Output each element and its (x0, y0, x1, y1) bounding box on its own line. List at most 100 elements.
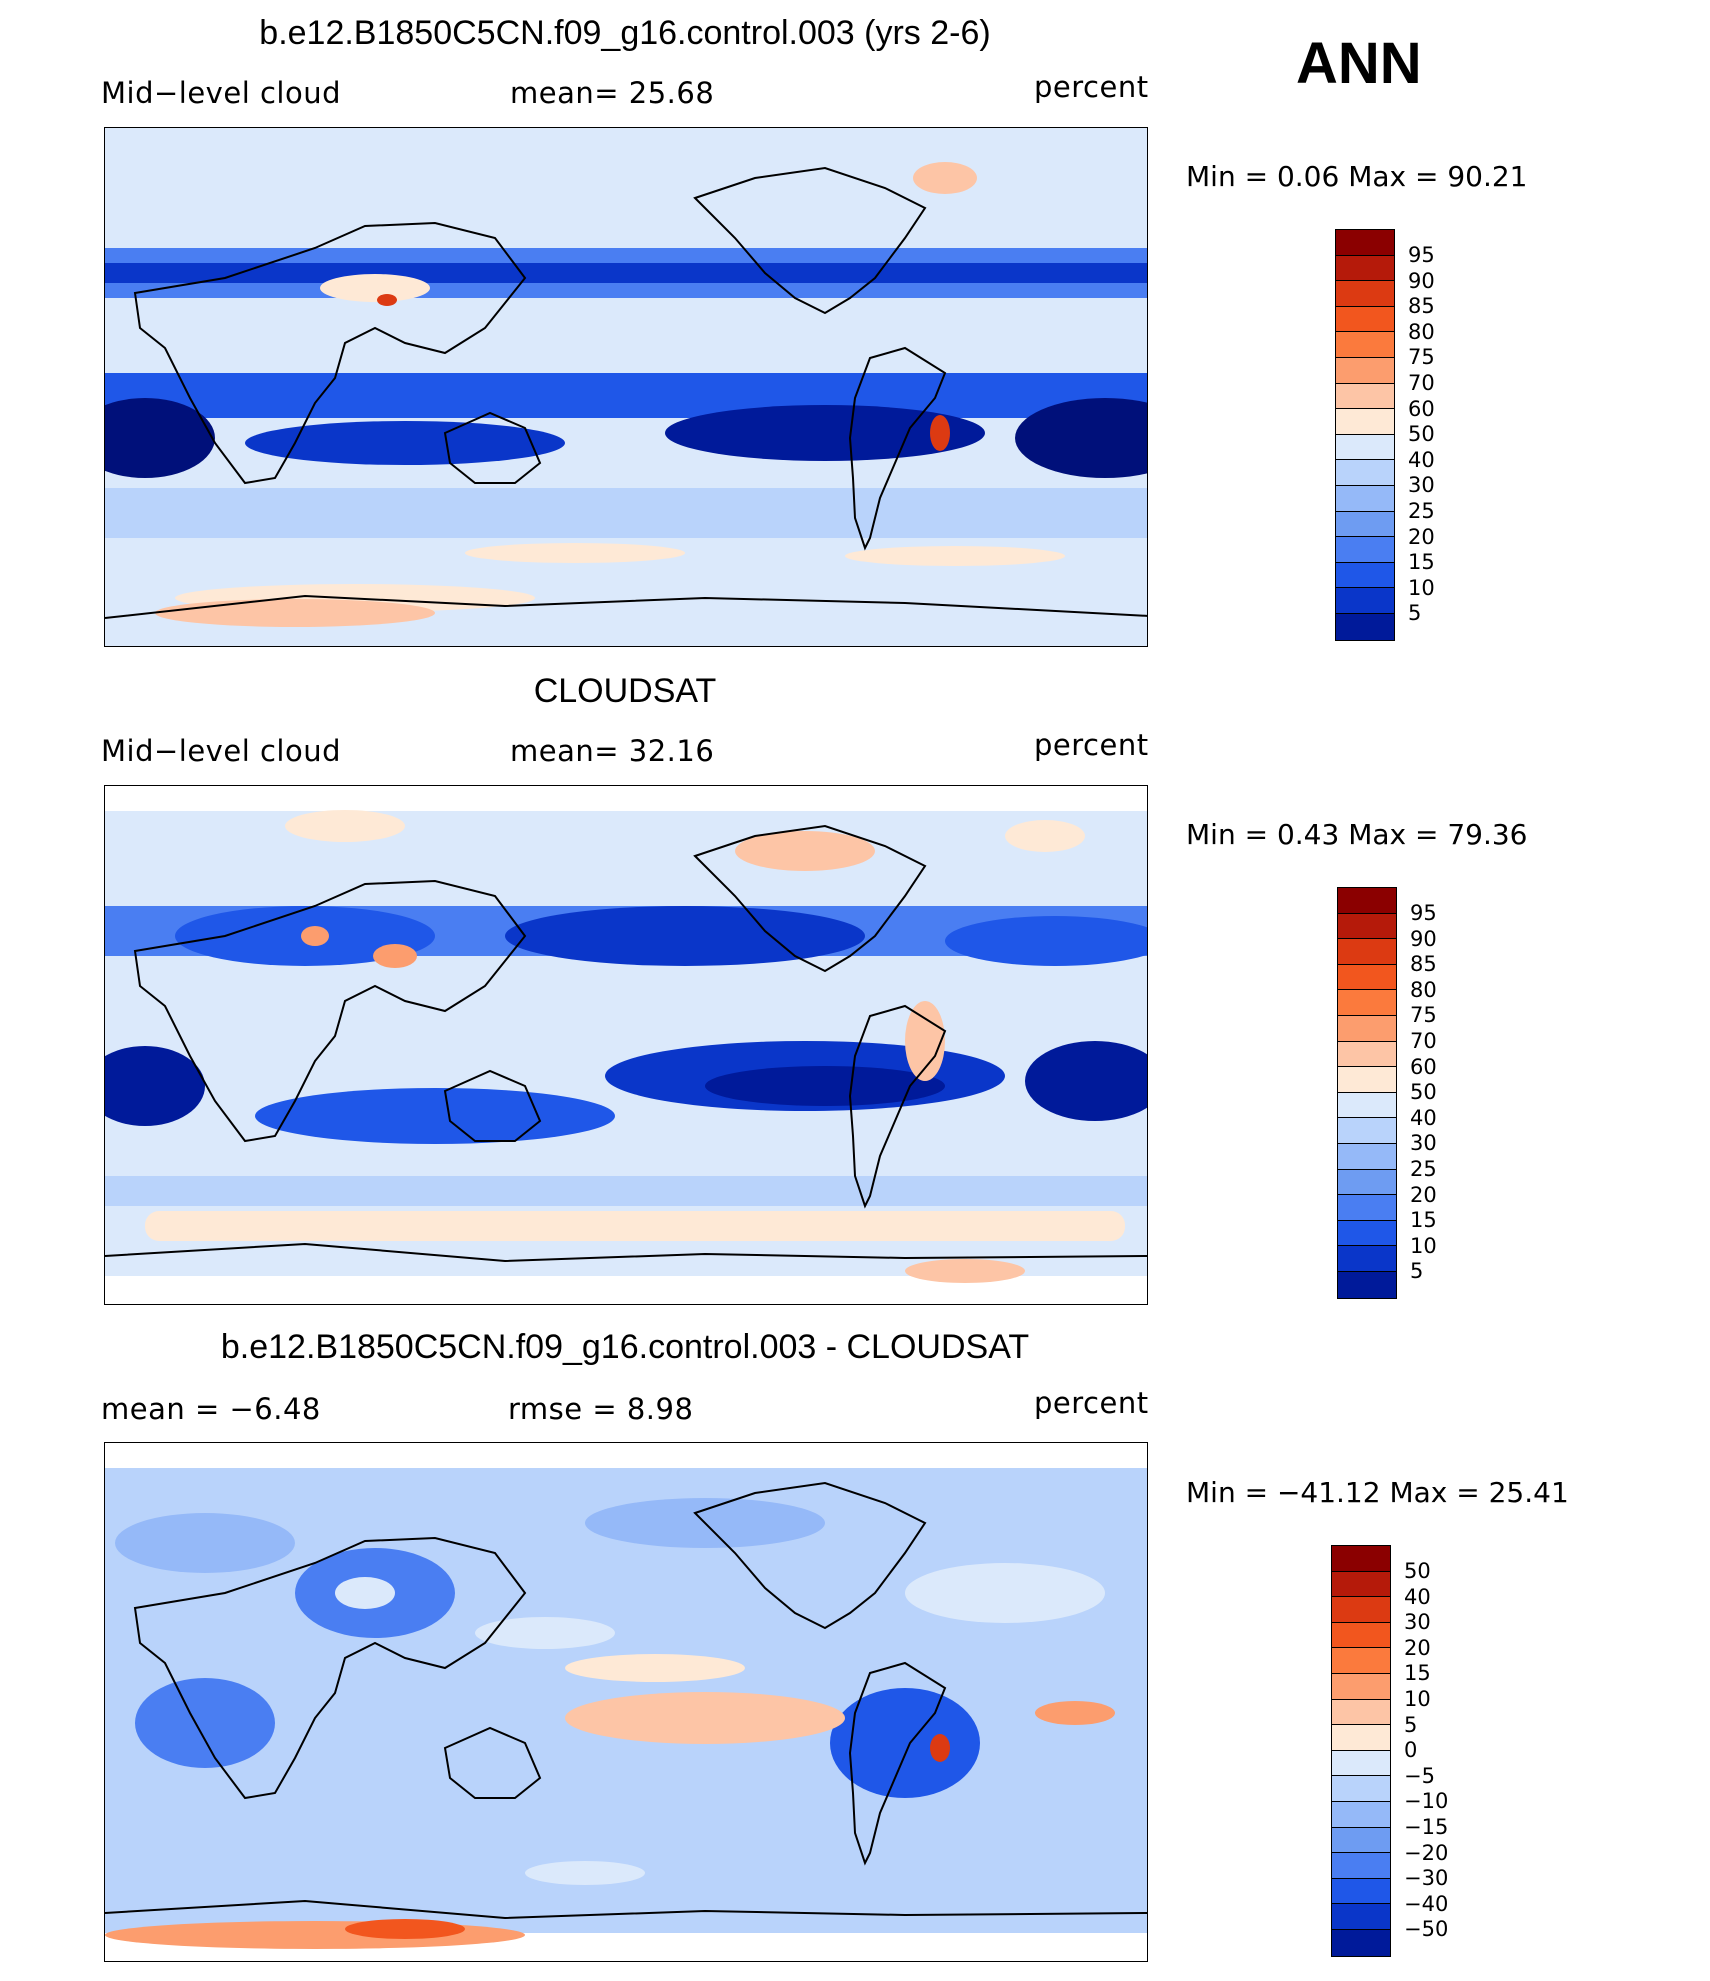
panel-3-colorbar-swatch (1332, 1597, 1390, 1623)
panel-2-colorbar-tick: 60 (1410, 1054, 1437, 1079)
panel-2-colorbar-swatch (1338, 1220, 1396, 1247)
panel-3-map (104, 1442, 1148, 1962)
panel-1-colorbar-swatch (1336, 434, 1394, 461)
panel-2-colorbar-swatch (1338, 990, 1396, 1016)
panel-1-colorbar-swatch (1336, 306, 1394, 333)
panel-3-colorbar-tick: 0 (1404, 1738, 1418, 1763)
panel-2-colorbar-swatch (1338, 1169, 1396, 1196)
panel-1-colorbar-tick: 10 (1408, 575, 1435, 600)
panel-2-minmax: Min = 0.43 Max = 79.36 (1186, 818, 1528, 851)
panel-3-colorbar-swatch (1332, 1904, 1390, 1930)
panel-1-colorbar-swatch (1336, 383, 1394, 410)
panel-2-colorbar-swatch (1338, 1271, 1396, 1298)
panel-2-colorbar-tick: 85 (1410, 952, 1437, 977)
panel-1-colorbar-swatch (1336, 230, 1394, 256)
panel-2-colorbar-tick: 75 (1410, 1003, 1437, 1028)
panel-2-colorbar-swatch (1338, 1195, 1396, 1221)
panel-2-title: CLOUDSAT (533, 672, 717, 710)
panel-1-colorbar-tick: 30 (1408, 473, 1435, 498)
panel-2-colorbar-tick: 5 (1410, 1259, 1424, 1284)
panel-1-colorbar-tick: 25 (1408, 499, 1435, 523)
panel-1-colorbar-tick: 85 (1408, 294, 1435, 319)
panel-3-colorbar-tick: −15 (1404, 1815, 1449, 1839)
panel-1-colorbar-tick: 60 (1408, 396, 1435, 421)
panel-3-colorbar-tick: −5 (1404, 1763, 1435, 1788)
panel-3-colorbar-swatch (1332, 1622, 1390, 1649)
panel-2-colorbar-tick: 30 (1410, 1131, 1437, 1156)
panel-3-title: b.e12.B1850C5CN.f09_g16.control.003 - CL… (220, 1328, 1030, 1366)
panel-1-minmax: Min = 0.06 Max = 90.21 (1186, 160, 1528, 193)
panel-2-mean-label: mean= 32.16 (510, 734, 715, 768)
panel-3-minmax: Min = −41.12 Max = 25.41 (1186, 1476, 1569, 1509)
panel-1-colorbar-swatch (1336, 281, 1394, 307)
panel-2-colorbar-tick: 25 (1410, 1157, 1437, 1181)
panel-2-colorbar-swatch (1338, 964, 1396, 991)
panel-1-colorbar-swatch (1336, 511, 1394, 538)
panel-2-colorbar-swatch (1338, 1092, 1396, 1119)
panel-2-colorbar-tick: 15 (1410, 1208, 1437, 1233)
panel-1-colorbar-tick: 40 (1408, 447, 1435, 472)
panel-3-rmse-label: rmse = 8.98 (508, 1392, 694, 1426)
panel-2-colorbar-swatch (1338, 939, 1396, 965)
season-label: ANN (1296, 31, 1422, 96)
panel-2-colorbar-tick: 70 (1410, 1029, 1437, 1053)
panel-1-colorbar-tick: 70 (1408, 371, 1435, 395)
panel-3-colorbar-tick: −40 (1404, 1891, 1449, 1916)
panel-3-colorbar-swatch (1332, 1929, 1390, 1956)
panel-3-colorbar-tick: 40 (1404, 1584, 1431, 1609)
panel-1-colorbar-swatch (1336, 409, 1394, 435)
panel-1-map (104, 127, 1148, 647)
panel-2-colorbar-tick: 40 (1410, 1105, 1437, 1130)
panel-3-colorbar-swatch (1332, 1699, 1390, 1726)
panel-3-colorbar-tick: −10 (1404, 1789, 1449, 1814)
panel-1-variable-label: Mid−level cloud (101, 76, 341, 110)
panel-1-colorbar-tick: 90 (1408, 268, 1435, 293)
panel-3-colorbar-swatch (1332, 1801, 1390, 1828)
panel-1-colorbar-swatch (1336, 613, 1394, 640)
panel-1-colorbar-swatch (1336, 562, 1394, 589)
panel-1-title: b.e12.B1850C5CN.f09_g16.control.003 (yrs… (259, 14, 991, 52)
panel-1-mean-label: mean= 25.68 (510, 76, 715, 110)
panel-3-mean-label: mean = −6.48 (101, 1392, 321, 1426)
panel-2-colorbar-swatch (1338, 1118, 1396, 1144)
panel-3-colorbar (1331, 1545, 1391, 1957)
panel-3-colorbar-tick: 10 (1404, 1687, 1431, 1711)
panel-2-colorbar-swatch (1338, 913, 1396, 940)
panel-2-map (104, 785, 1148, 1305)
panel-3-colorbar-swatch (1332, 1725, 1390, 1751)
panel-2-colorbar-tick: 90 (1410, 926, 1437, 951)
panel-2-colorbar-swatch (1338, 1067, 1396, 1093)
panel-1-colorbar-swatch (1336, 485, 1394, 512)
panel-3-colorbar-tick: 50 (1404, 1559, 1431, 1583)
panel-1-units-label: percent (1034, 70, 1149, 104)
panel-2-colorbar-swatch (1338, 888, 1396, 914)
panel-1-colorbar-tick: 15 (1408, 550, 1435, 575)
panel-2-colorbar-tick: 95 (1410, 901, 1437, 925)
panel-3-colorbar-swatch (1332, 1853, 1390, 1879)
panel-1-colorbar-swatch (1336, 332, 1394, 358)
panel-1-colorbar-swatch (1336, 460, 1394, 486)
panel-2-colorbar-tick: 20 (1410, 1182, 1437, 1207)
panel-3-colorbar-swatch (1332, 1571, 1390, 1598)
panel-3-units-label: percent (1034, 1386, 1149, 1420)
panel-2-colorbar-tick: 80 (1410, 977, 1437, 1002)
panel-3-colorbar-tick: 15 (1404, 1661, 1431, 1686)
panel-1-colorbar-tick: 50 (1408, 422, 1435, 447)
panel-1-colorbar-tick: 75 (1408, 345, 1435, 370)
panel-3-colorbar-swatch (1332, 1673, 1390, 1700)
panel-2-units-label: percent (1034, 728, 1149, 762)
panel-1-colorbar-swatch (1336, 255, 1394, 282)
panel-1-colorbar (1335, 229, 1395, 641)
panel-2-colorbar-tick: 10 (1410, 1233, 1437, 1258)
panel-1-colorbar-tick: 5 (1408, 601, 1422, 626)
panel-1-colorbar-tick: 20 (1408, 524, 1435, 549)
panel-3-colorbar-tick: −30 (1404, 1866, 1449, 1891)
panel-2-colorbar-swatch (1338, 1015, 1396, 1042)
panel-3-colorbar-swatch (1332, 1648, 1390, 1674)
panel-2-colorbar-swatch (1338, 1143, 1396, 1170)
panel-3-colorbar-tick: 30 (1404, 1610, 1431, 1635)
panel-3-colorbar-swatch (1332, 1546, 1390, 1572)
panel-3-colorbar-swatch (1332, 1878, 1390, 1905)
panel-3-colorbar-swatch (1332, 1750, 1390, 1777)
panel-3-colorbar-tick: −20 (1404, 1840, 1449, 1865)
